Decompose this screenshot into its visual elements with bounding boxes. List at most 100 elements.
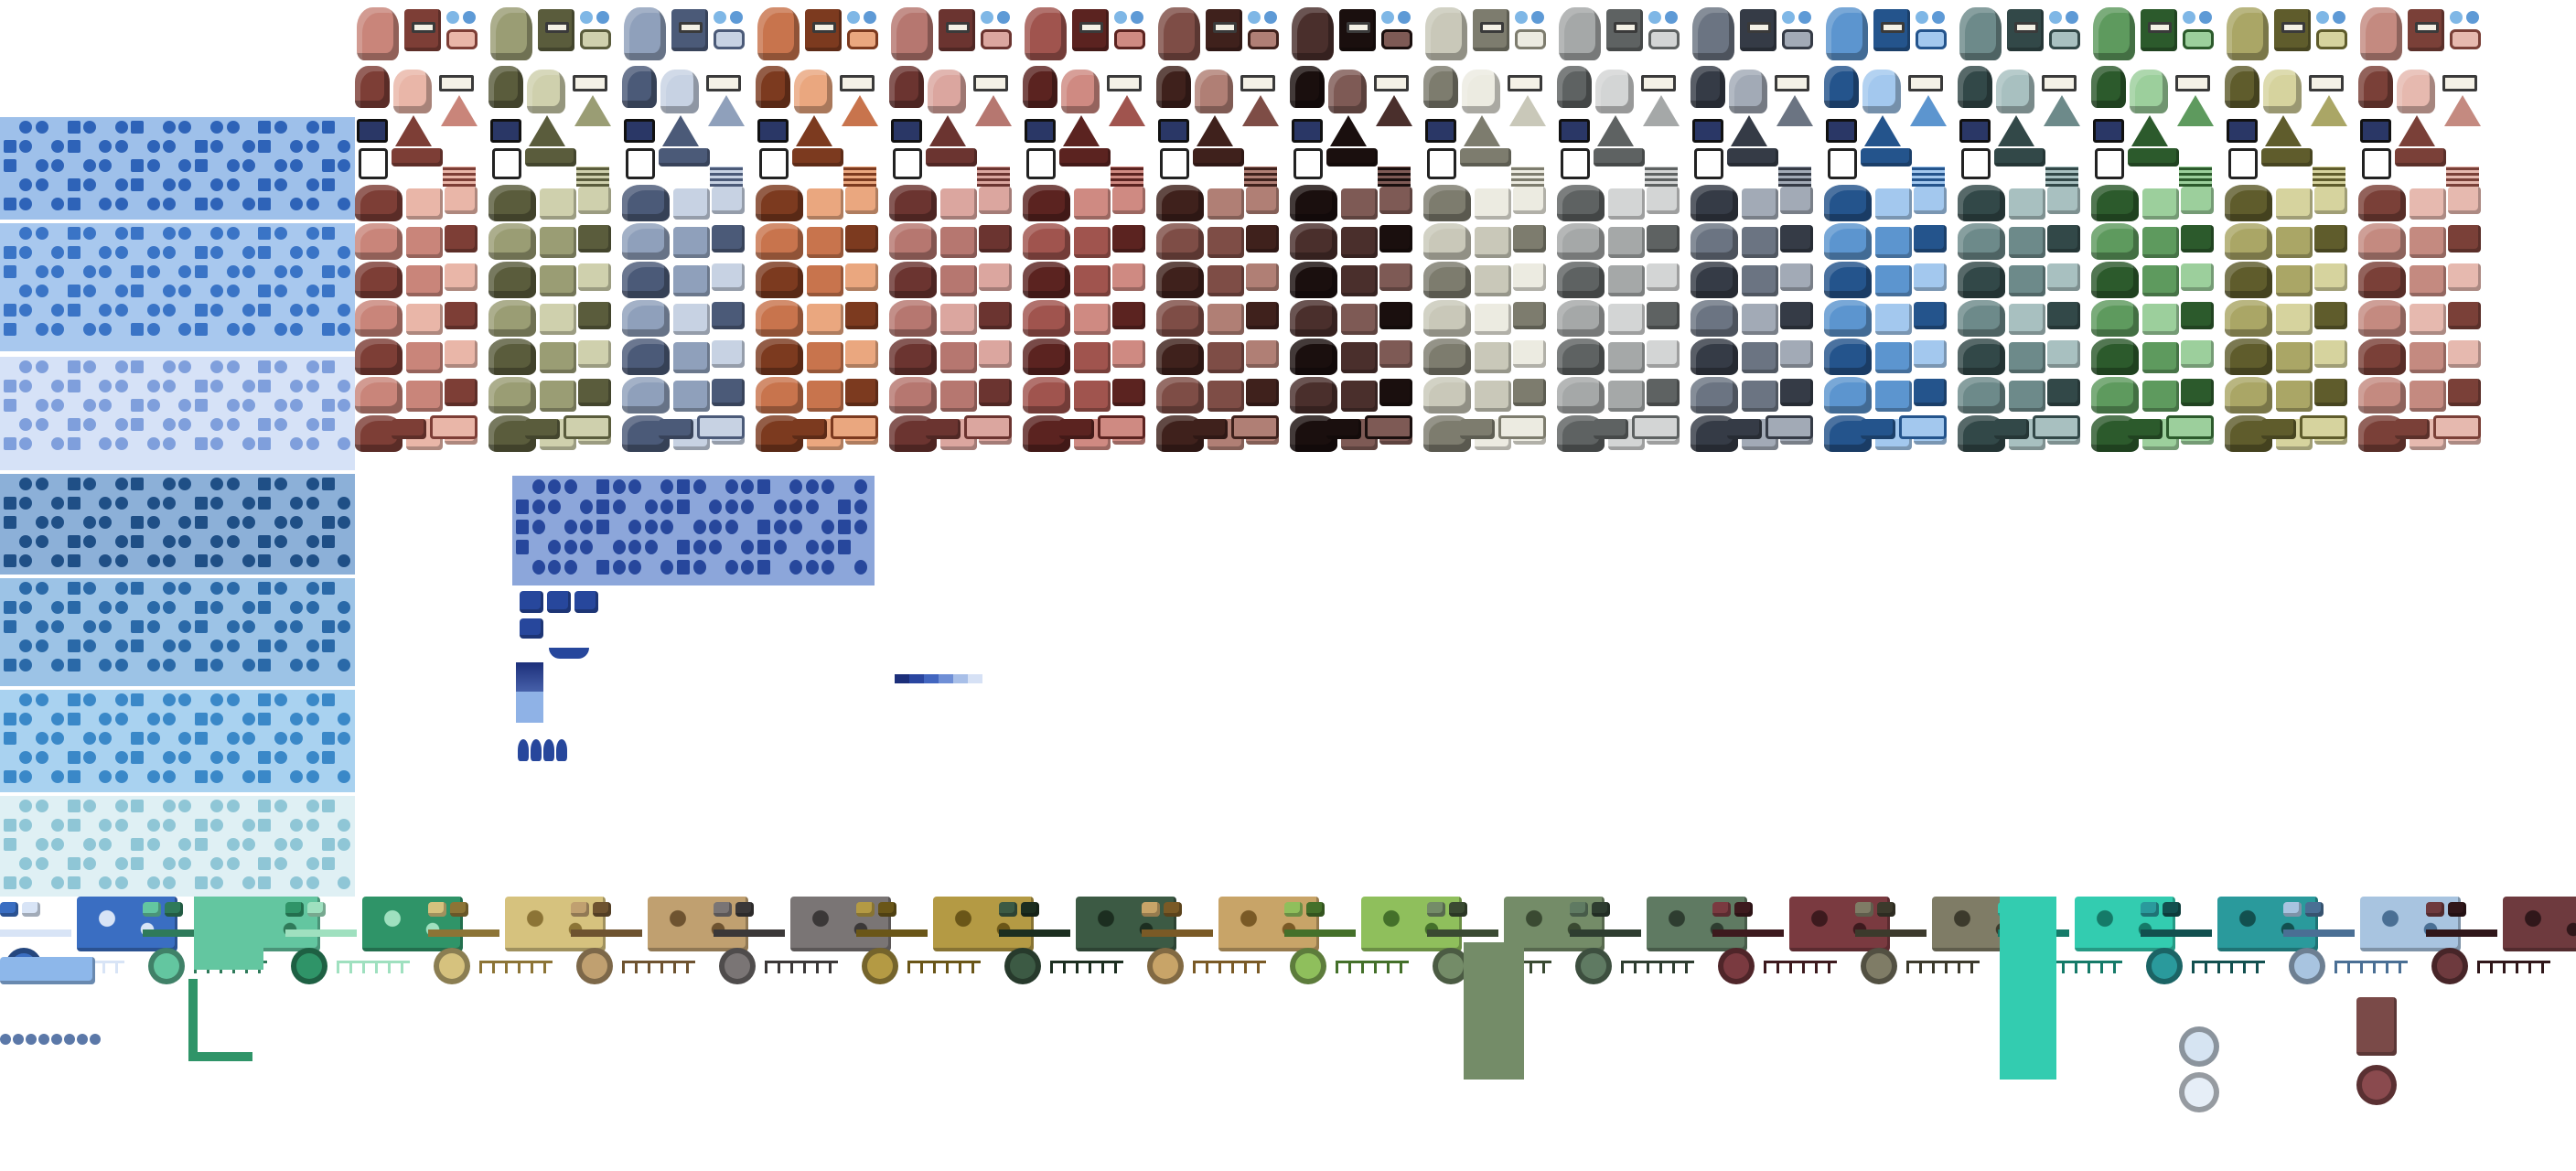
cliff-tile — [1423, 185, 1471, 221]
water-tile — [226, 121, 240, 134]
cliff-tile — [1608, 227, 1645, 258]
water-tile — [19, 620, 33, 633]
cone-tile — [395, 115, 432, 146]
water-tile — [178, 285, 192, 297]
water-tile — [4, 876, 16, 889]
water-tile — [146, 437, 160, 450]
water-tile — [290, 659, 304, 671]
rock-tile — [357, 7, 399, 60]
water-tile — [226, 399, 240, 412]
cliff-tile — [1074, 304, 1111, 335]
cliff-tile — [406, 265, 443, 296]
water-tile — [114, 246, 128, 259]
small-tile — [307, 902, 326, 917]
water-tile — [274, 360, 287, 373]
cliff-tile — [2276, 188, 2313, 220]
water-tile — [99, 323, 113, 336]
water-tile — [709, 540, 723, 554]
cliff-tile — [2448, 263, 2481, 291]
water-tile — [306, 582, 319, 595]
cliff-tile — [1647, 302, 1680, 329]
water-tile — [194, 639, 208, 652]
cliff-tile — [1074, 227, 1111, 258]
water-tile — [51, 620, 65, 633]
cliff-tile — [1341, 381, 1378, 412]
terrain-palette-rose — [355, 5, 481, 454]
water-tile — [131, 770, 145, 783]
water-tile — [821, 560, 835, 575]
water-tile — [99, 800, 113, 812]
cliff-tile — [1379, 302, 1412, 329]
water-tile — [274, 265, 287, 278]
ledge-tile — [392, 148, 443, 167]
ledge-tile — [659, 148, 710, 167]
dirt-tile — [1498, 415, 1546, 439]
water-tile — [290, 732, 304, 745]
small-tile — [1164, 902, 1182, 917]
water-tile — [35, 227, 48, 240]
water-tile — [83, 360, 96, 373]
water-tile — [114, 819, 128, 832]
stripes-tile — [977, 167, 1010, 187]
water-tile — [178, 497, 192, 510]
arch-row-tile — [1193, 961, 1266, 973]
water-tile — [258, 380, 272, 392]
water-tile — [580, 540, 594, 554]
water-tile — [51, 693, 65, 706]
water-tile — [67, 227, 80, 240]
sign-tile — [1881, 22, 1905, 33]
cliff-tile — [2047, 263, 2080, 291]
cliff-tile — [1875, 265, 1912, 296]
water-tile — [773, 560, 787, 575]
water-tile — [194, 732, 208, 745]
water-tile — [146, 601, 160, 614]
gem-tile — [730, 11, 743, 24]
water-tile — [853, 500, 867, 514]
water-tile — [131, 323, 145, 336]
ledge-tile — [1594, 148, 1645, 167]
cliff-tile — [2181, 340, 2214, 368]
water-tile — [274, 198, 287, 210]
water-tile — [210, 178, 224, 191]
water-tile — [99, 478, 113, 490]
water-tile — [306, 198, 319, 210]
water-tile — [4, 582, 16, 595]
cliff-tile — [1341, 342, 1378, 373]
water-tile — [4, 399, 16, 412]
water-tile — [338, 497, 351, 510]
water-tile — [322, 159, 335, 172]
cliff-tile — [488, 262, 536, 298]
gem-tile — [2183, 11, 2195, 24]
water-tile — [51, 323, 65, 336]
pebbles-tile — [1114, 29, 1145, 49]
terrain-palette-ash — [1557, 5, 1683, 454]
cliff-tile — [1208, 188, 1244, 220]
water-tile — [114, 121, 128, 134]
terrain-palette-charcoal — [1290, 5, 1416, 454]
monitor-tile — [2093, 119, 2124, 143]
gem-tile — [1264, 11, 1277, 24]
water-tile — [612, 479, 626, 494]
sign-tile — [2415, 22, 2439, 33]
water-tile — [194, 819, 208, 832]
water-tile — [114, 639, 128, 652]
water-tile — [99, 693, 113, 706]
water-tile — [274, 140, 287, 153]
cliff-tile — [673, 227, 710, 258]
fence-tile — [1142, 929, 1213, 937]
cone-tile — [2399, 115, 2435, 146]
water-tile — [306, 819, 319, 832]
water-tile — [290, 751, 304, 764]
cliff-tile — [1780, 187, 1813, 214]
cliff-tile — [2047, 379, 2080, 406]
pebbles-tile — [1782, 29, 1813, 49]
terrain-palette-forest — [2091, 5, 2217, 454]
cliff-tile — [540, 381, 576, 412]
water-tile — [290, 437, 304, 450]
water-tile — [19, 399, 33, 412]
water-tile — [35, 304, 48, 317]
rock-tile — [1996, 70, 2034, 113]
water-tile — [548, 540, 562, 554]
cliff-tile — [889, 338, 937, 375]
water-tile — [83, 554, 96, 567]
